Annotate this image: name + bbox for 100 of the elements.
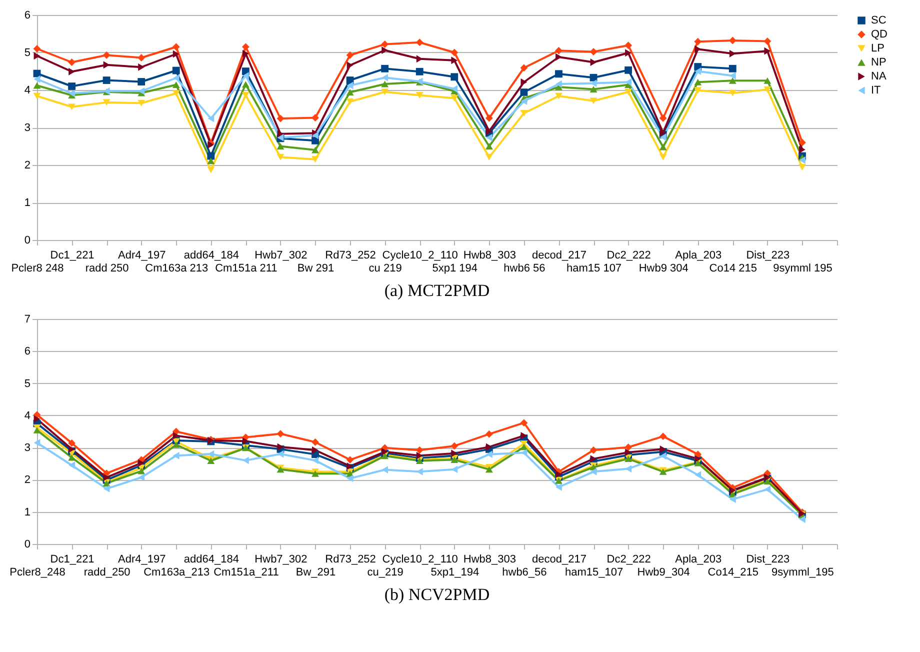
y-tick-label: 6	[24, 346, 30, 358]
point	[520, 110, 528, 116]
x-tick-label: radd 250	[85, 262, 129, 274]
x-tick-label: ham15_107	[564, 566, 624, 578]
x-tick-label: radd_250	[84, 566, 130, 578]
point	[450, 48, 458, 56]
y-tick-label: 3	[24, 442, 30, 454]
x-tick-label: Apla_203	[675, 250, 722, 262]
legend-label: NP	[871, 56, 886, 68]
point	[590, 98, 598, 104]
point	[485, 143, 493, 150]
point	[138, 54, 146, 62]
point	[172, 90, 180, 97]
point	[660, 134, 666, 141]
point	[520, 88, 528, 96]
point	[416, 446, 424, 454]
y-tick-label: 0	[24, 234, 30, 246]
x-tick-label: Rd73_252	[325, 250, 376, 262]
point	[381, 64, 389, 72]
point	[798, 164, 806, 170]
point	[381, 88, 389, 96]
point	[728, 90, 736, 96]
point	[556, 80, 562, 88]
point	[346, 82, 354, 90]
point	[556, 470, 562, 478]
x-tick-label: 9symml 195	[773, 262, 832, 274]
x-tick-label: Hwb7_302	[254, 250, 308, 262]
point	[277, 450, 284, 458]
point	[382, 74, 388, 82]
point	[242, 43, 250, 51]
x-tick-label: Bw_291	[296, 566, 336, 578]
x-tick-label: add64_184	[184, 250, 239, 262]
point	[312, 156, 319, 163]
point	[728, 64, 736, 72]
point	[799, 146, 806, 154]
point	[346, 474, 354, 482]
point	[520, 64, 528, 72]
point	[172, 50, 180, 58]
point	[625, 49, 632, 57]
x-tick-label: cu 219	[368, 262, 402, 274]
point	[450, 95, 458, 102]
point	[312, 146, 319, 154]
point	[624, 444, 632, 451]
point	[102, 76, 110, 84]
y-tick-label: 2	[24, 160, 30, 172]
point	[68, 454, 76, 461]
point	[172, 43, 180, 51]
point	[625, 78, 632, 86]
point	[660, 445, 666, 453]
point	[728, 36, 736, 44]
point	[68, 82, 76, 90]
x-tick-label: Hwb9 304	[638, 262, 688, 274]
y-tick-label: 2	[24, 474, 30, 486]
point	[486, 450, 492, 458]
point	[764, 38, 772, 45]
point	[34, 75, 40, 83]
legend-label: QD	[871, 28, 888, 40]
point	[694, 450, 702, 458]
x-tick-label: Adr4_197	[118, 554, 166, 566]
point	[276, 143, 284, 150]
point	[382, 466, 388, 474]
point	[659, 144, 667, 150]
point	[276, 114, 284, 122]
point	[485, 114, 493, 122]
point	[312, 132, 318, 140]
y-tick-label: 5	[24, 47, 30, 59]
point	[276, 154, 284, 160]
x-tick-label: Cycle10_2_110	[382, 554, 458, 566]
point	[416, 92, 424, 98]
point	[451, 85, 458, 93]
point	[207, 158, 215, 164]
point	[34, 439, 40, 446]
x-tick-label: Bw 291	[297, 262, 334, 274]
x-tick-label: Hwb8_303	[463, 250, 516, 262]
point	[68, 90, 75, 98]
point	[450, 442, 458, 450]
point	[486, 134, 492, 142]
legend-label: LP	[871, 42, 884, 54]
legend-label: NA	[871, 70, 887, 82]
x-tick-label: Hwb8_303	[463, 554, 516, 566]
x-tick-label: Pcler8 248	[11, 262, 64, 274]
point	[764, 86, 772, 93]
point	[485, 154, 493, 160]
x-tick-label: 9symml_195	[772, 566, 834, 578]
point	[346, 62, 354, 69]
point	[624, 42, 632, 50]
y-tick-label: 0	[24, 538, 30, 550]
point	[624, 88, 632, 96]
point	[242, 92, 250, 98]
x-tick-label: 5xp1 194	[432, 262, 478, 274]
point	[68, 462, 75, 469]
point	[590, 58, 597, 66]
point	[556, 483, 562, 491]
point	[312, 114, 319, 122]
point	[590, 86, 598, 92]
y-tick-label: 3	[24, 122, 30, 134]
x-tick-label: Cm163a_213	[144, 566, 210, 578]
point	[312, 136, 319, 144]
x-tick-label: Apla_203	[675, 554, 722, 566]
point	[625, 448, 632, 456]
